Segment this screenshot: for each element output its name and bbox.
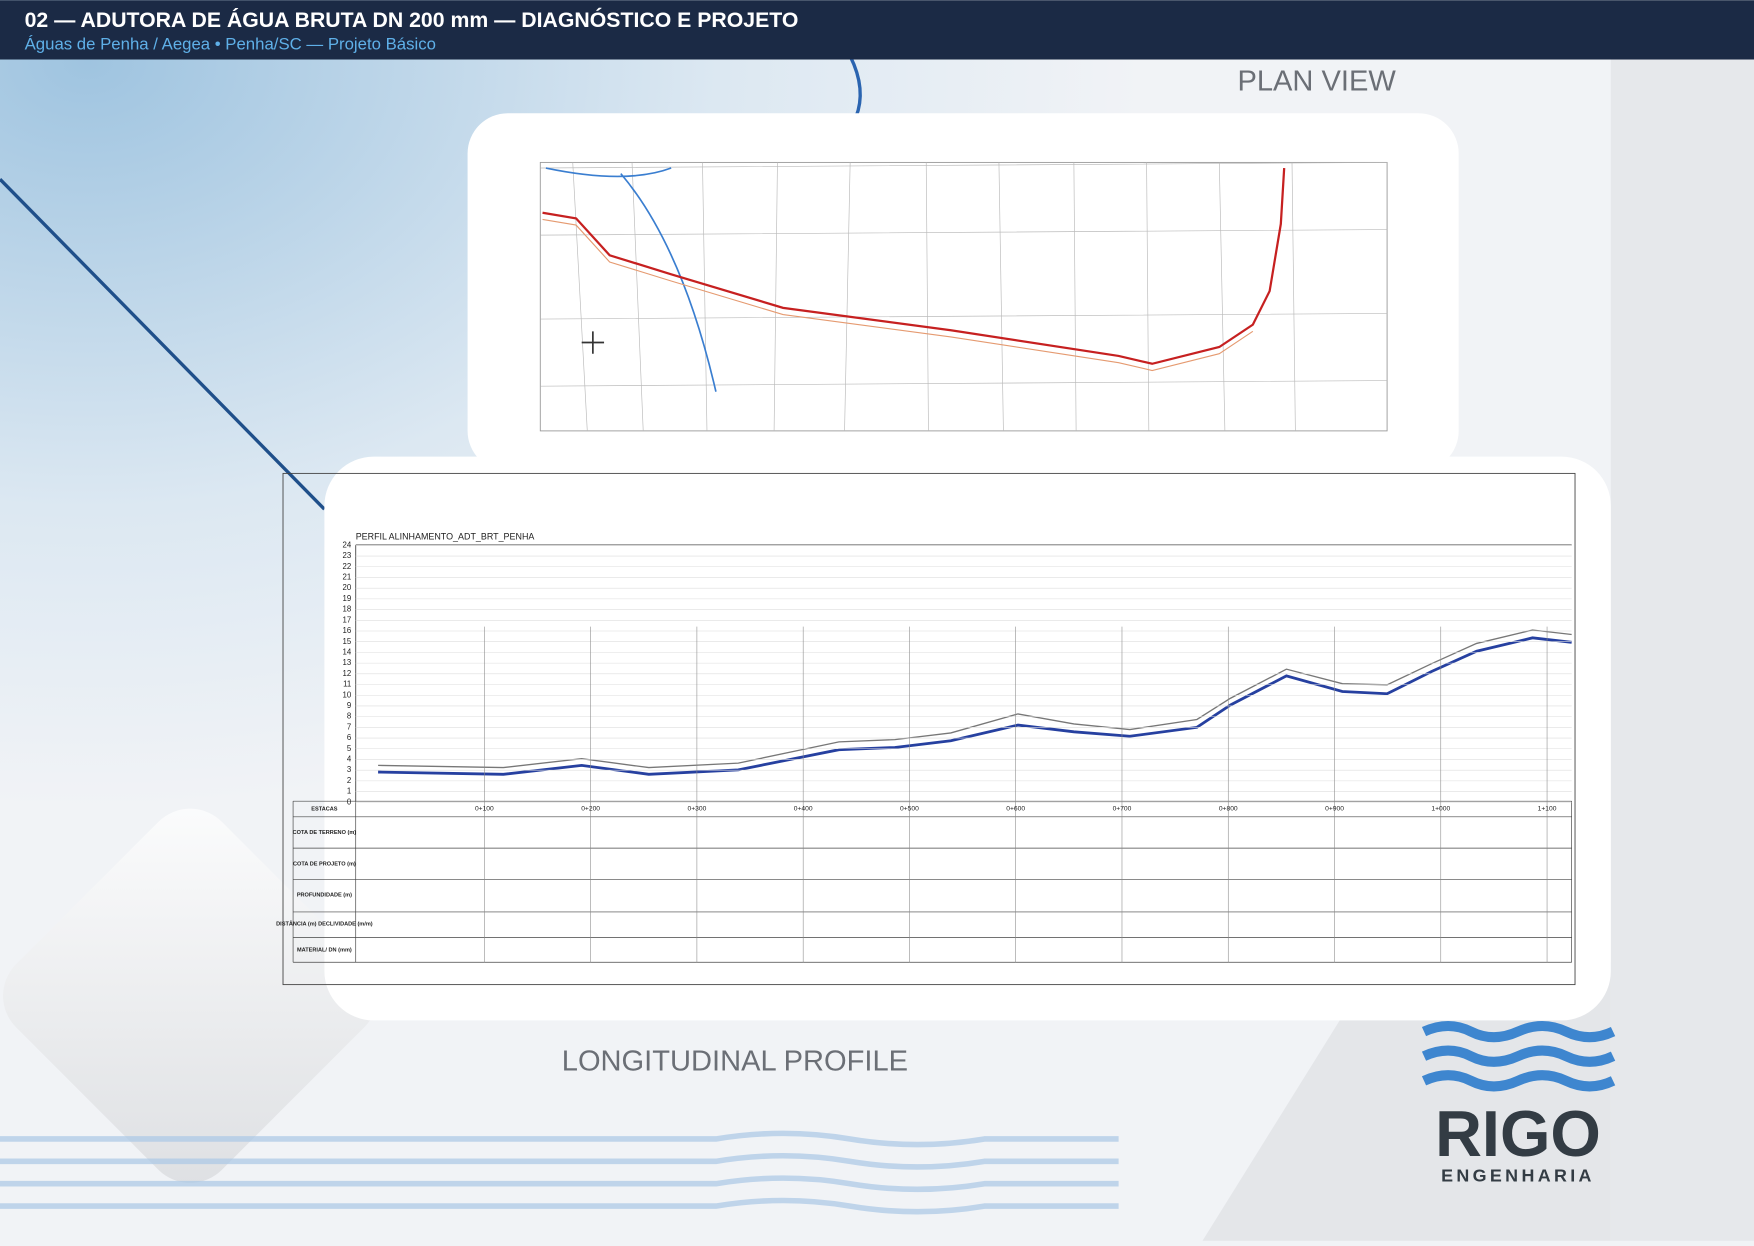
elevation-label: 12 — [343, 669, 352, 678]
elevation-label: 13 — [343, 658, 352, 667]
profile-caption: LONGITUDINAL PROFILE — [562, 1046, 908, 1078]
elevation-label: 2 — [347, 776, 351, 785]
row-label: COTA DE TERRENO (m) — [293, 830, 357, 836]
elevation-label: 18 — [343, 605, 352, 614]
elevation-label: 9 — [347, 701, 351, 710]
station-label: 0+300 — [687, 806, 706, 813]
waves — [0, 1130, 1119, 1215]
elevation-label: 6 — [347, 733, 352, 742]
elevation-label: 1 — [347, 787, 351, 796]
header-subtitle: Águas de Penha / Aegea • Penha/SC — Proj… — [25, 34, 436, 53]
elevation-label: 0 — [347, 797, 352, 806]
row-label: ESTACAS — [311, 806, 338, 812]
elevation-label: 22 — [343, 562, 352, 571]
logo-waves — [1421, 1020, 1616, 1092]
elevation-label: 16 — [343, 626, 352, 635]
station-label: 1+000 — [1431, 806, 1450, 813]
elevation-label: 10 — [343, 690, 352, 699]
elevation-label: 3 — [347, 765, 352, 774]
elevation-label: 8 — [347, 712, 352, 721]
elevation-label: 20 — [343, 583, 352, 592]
station-label: 0+400 — [794, 806, 813, 813]
elevation-label: 23 — [343, 551, 352, 560]
elevation-label: 5 — [347, 744, 352, 753]
elevation-label: 4 — [347, 755, 352, 764]
plan-drawing — [539, 161, 1388, 432]
profile-drawing: PERFIL ALINHAMENTO_ADT_BRT_PENHA 0123456… — [276, 472, 1576, 986]
side-panel — [1610, 0, 1754, 1241]
arc — [848, 55, 862, 119]
row-label: MATERIAL/ DN (mm) — [297, 947, 352, 953]
logo-name: RIGO — [1435, 1097, 1601, 1170]
plan-card — [467, 113, 1459, 472]
plan-caption: PLAN VIEW — [1237, 66, 1396, 98]
elevation-label: 19 — [343, 594, 352, 603]
station-label: 1+100 — [1538, 806, 1557, 813]
station-label: 0+100 — [475, 806, 494, 813]
station-label: 0+900 — [1325, 806, 1344, 813]
elevation-label: 15 — [343, 637, 352, 646]
diagonal-line — [0, 178, 326, 511]
row-label: COTA DE PROJETO (m) — [293, 861, 356, 867]
header-title: 02 — ADUTORA DE ÁGUA BRUTA DN 200 mm — D… — [25, 7, 799, 32]
station-label: 0+700 — [1113, 806, 1132, 813]
logo-tagline: ENGENHARIA — [1441, 1166, 1595, 1186]
station-label: 0+500 — [900, 806, 919, 813]
elevation-label: 14 — [343, 647, 352, 656]
elevation-label: 7 — [347, 722, 351, 731]
station-label: 0+200 — [581, 806, 600, 813]
elevation-label: 11 — [343, 680, 351, 689]
elevation-label: 24 — [343, 540, 352, 549]
row-label: DISTÂNCIA (m) DECLIVIDADE (m/m) — [276, 921, 373, 928]
header-bar — [0, 0, 1754, 60]
station-label: 0+600 — [1006, 806, 1025, 813]
station-label: 0+800 — [1219, 806, 1238, 813]
elevation-label: 21 — [343, 573, 352, 582]
glass-tile — [3, 808, 378, 1183]
profile-title: PERFIL ALINHAMENTO_ADT_BRT_PENHA — [356, 532, 535, 542]
row-label: PROFUNDIDADE (m) — [297, 893, 352, 899]
elevation-label: 17 — [343, 615, 352, 624]
